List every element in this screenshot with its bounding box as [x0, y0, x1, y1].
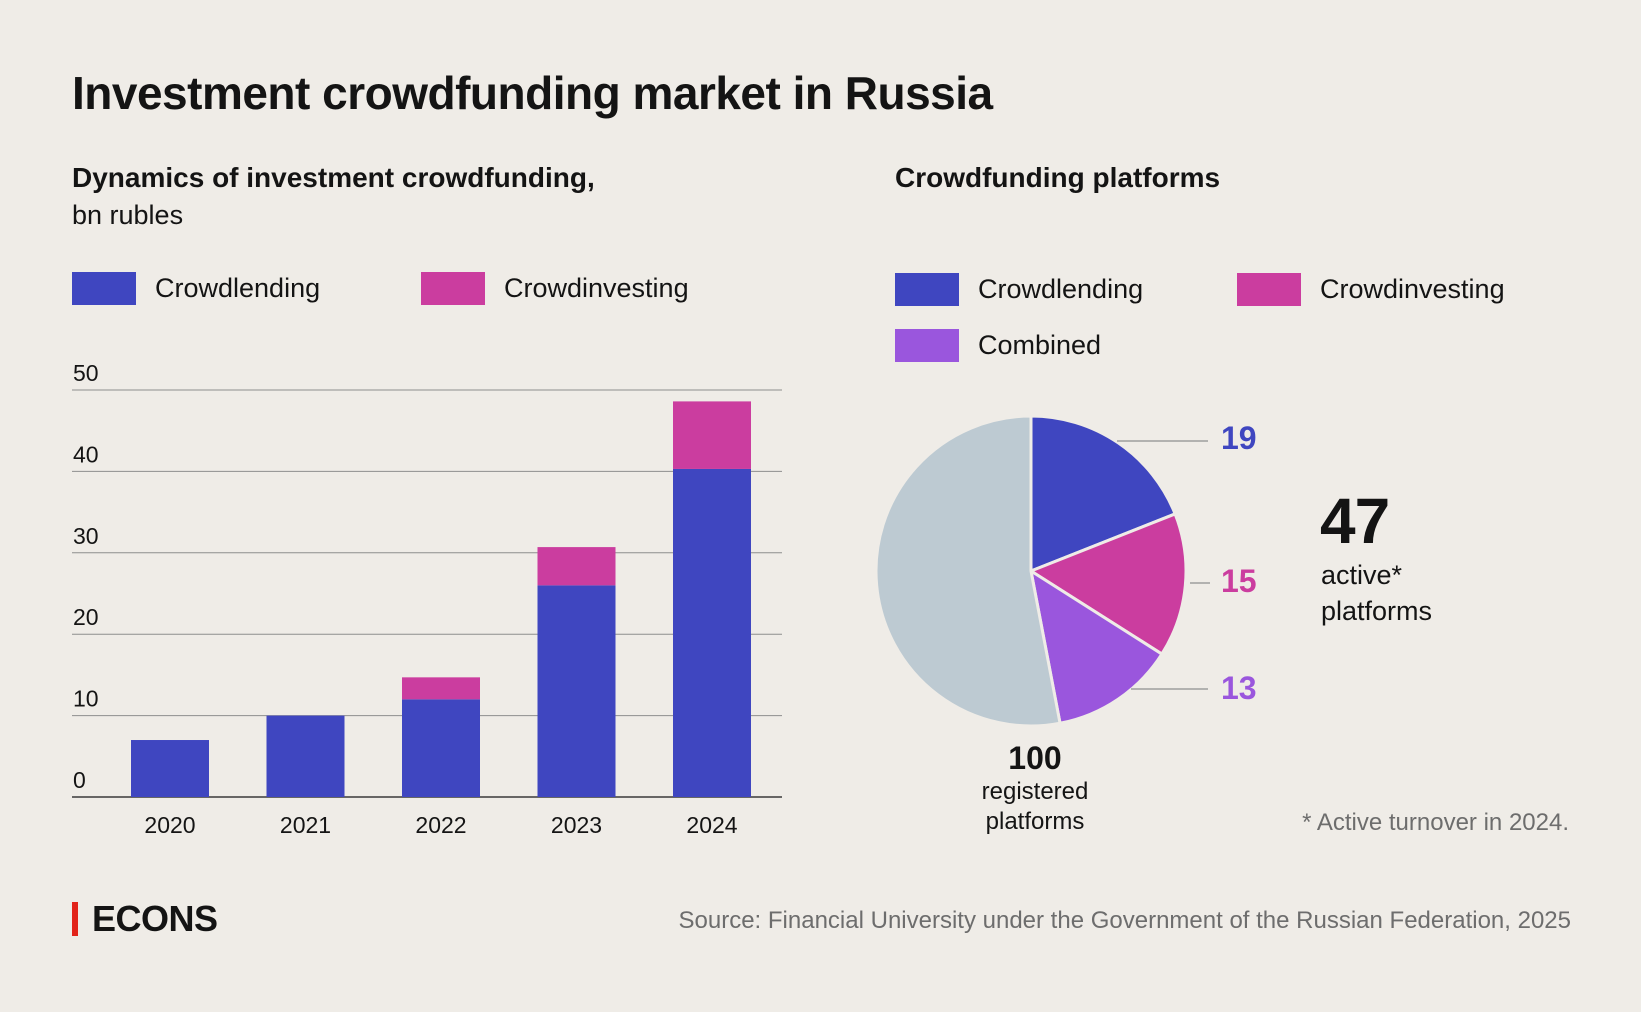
registered-platforms-label-2: platforms [985, 808, 1085, 835]
legend-label: Crowdinvesting [504, 273, 689, 303]
legend-swatch-combined [895, 329, 959, 362]
source-note: Source: Financial University under the G… [678, 907, 1571, 934]
pie-legend-crowdinvesting: Crowdinvesting [1237, 273, 1505, 306]
legend-label: Crowdlending [978, 274, 1144, 304]
legend-swatch-crowdlending [895, 273, 959, 306]
bar-crowdlending [537, 585, 616, 797]
pie-slice-crowdlending [1029, 414, 1177, 573]
brand-logo: ECONS [72, 898, 218, 940]
x-tick-label: 2021 [280, 812, 331, 838]
bar-chart-title: Dynamics of investment crowdfunding, [72, 162, 595, 193]
pie-chart-title: Crowdfunding platforms [895, 162, 1221, 193]
bar-chart-unit: bn rubles [72, 200, 184, 230]
bar-crowdinvesting [402, 677, 480, 700]
bar-crowdlending [131, 740, 209, 797]
legend-swatch-crowdlending [72, 272, 136, 305]
pie-value-label: 15 [1221, 563, 1257, 599]
footnote: * Active turnover in 2024. [1302, 809, 1569, 836]
registered-platforms-value: 100 [1008, 740, 1062, 776]
legend-swatch-crowdinvesting [421, 272, 485, 305]
y-tick-label: 50 [73, 360, 99, 386]
y-tick-label: 20 [73, 604, 99, 630]
brand-name: ECONS [92, 898, 218, 939]
pie-slice-crowdinvesting [1029, 512, 1188, 656]
page-title: Investment crowdfunding market in Russia [72, 67, 993, 119]
bar-crowdlending [402, 699, 480, 797]
bar-crowdlending [673, 468, 751, 797]
pie-slice-combined [1029, 569, 1164, 725]
pie-legend-combined: Combined [895, 329, 1101, 362]
x-tick-label: 2022 [415, 812, 466, 838]
bar-legend-crowdlending: Crowdlending [72, 272, 320, 305]
x-tick-label: 2023 [551, 812, 602, 838]
bar-crowdinvesting [673, 401, 751, 469]
active-platforms-value: 47 [1320, 485, 1390, 557]
legend-swatch-crowdinvesting [1237, 273, 1301, 306]
pie-value-label: 19 [1221, 420, 1257, 456]
bar-crowdinvesting [537, 547, 616, 586]
legend-label: Combined [978, 330, 1102, 360]
pie-chart: 19 15 13 [874, 414, 1257, 728]
registered-platforms-label: registered [981, 778, 1089, 805]
x-tick-label: 2020 [144, 812, 195, 838]
active-platforms-label: active* [1321, 560, 1403, 590]
y-tick-label: 40 [73, 441, 99, 467]
bar-crowdlending [266, 715, 345, 797]
y-tick-label: 0 [73, 767, 86, 793]
pie-legend-crowdlending: Crowdlending [895, 273, 1143, 306]
y-tick-label: 10 [73, 686, 99, 712]
y-tick-label: 30 [73, 523, 99, 549]
bar-chart: 0 10 20 30 40 50 2020 2021 2022 2023 2024 [72, 360, 782, 838]
active-platforms-label-2: platforms [1321, 596, 1433, 626]
pie-value-label: 13 [1221, 670, 1257, 706]
pie-slice-other [874, 414, 1062, 728]
x-tick-label: 2024 [686, 812, 737, 838]
brand-accent-bar [72, 902, 78, 936]
legend-label: Crowdlending [155, 273, 321, 303]
legend-label: Crowdinvesting [1320, 274, 1505, 304]
bar-legend-crowdinvesting: Crowdinvesting [421, 272, 689, 305]
